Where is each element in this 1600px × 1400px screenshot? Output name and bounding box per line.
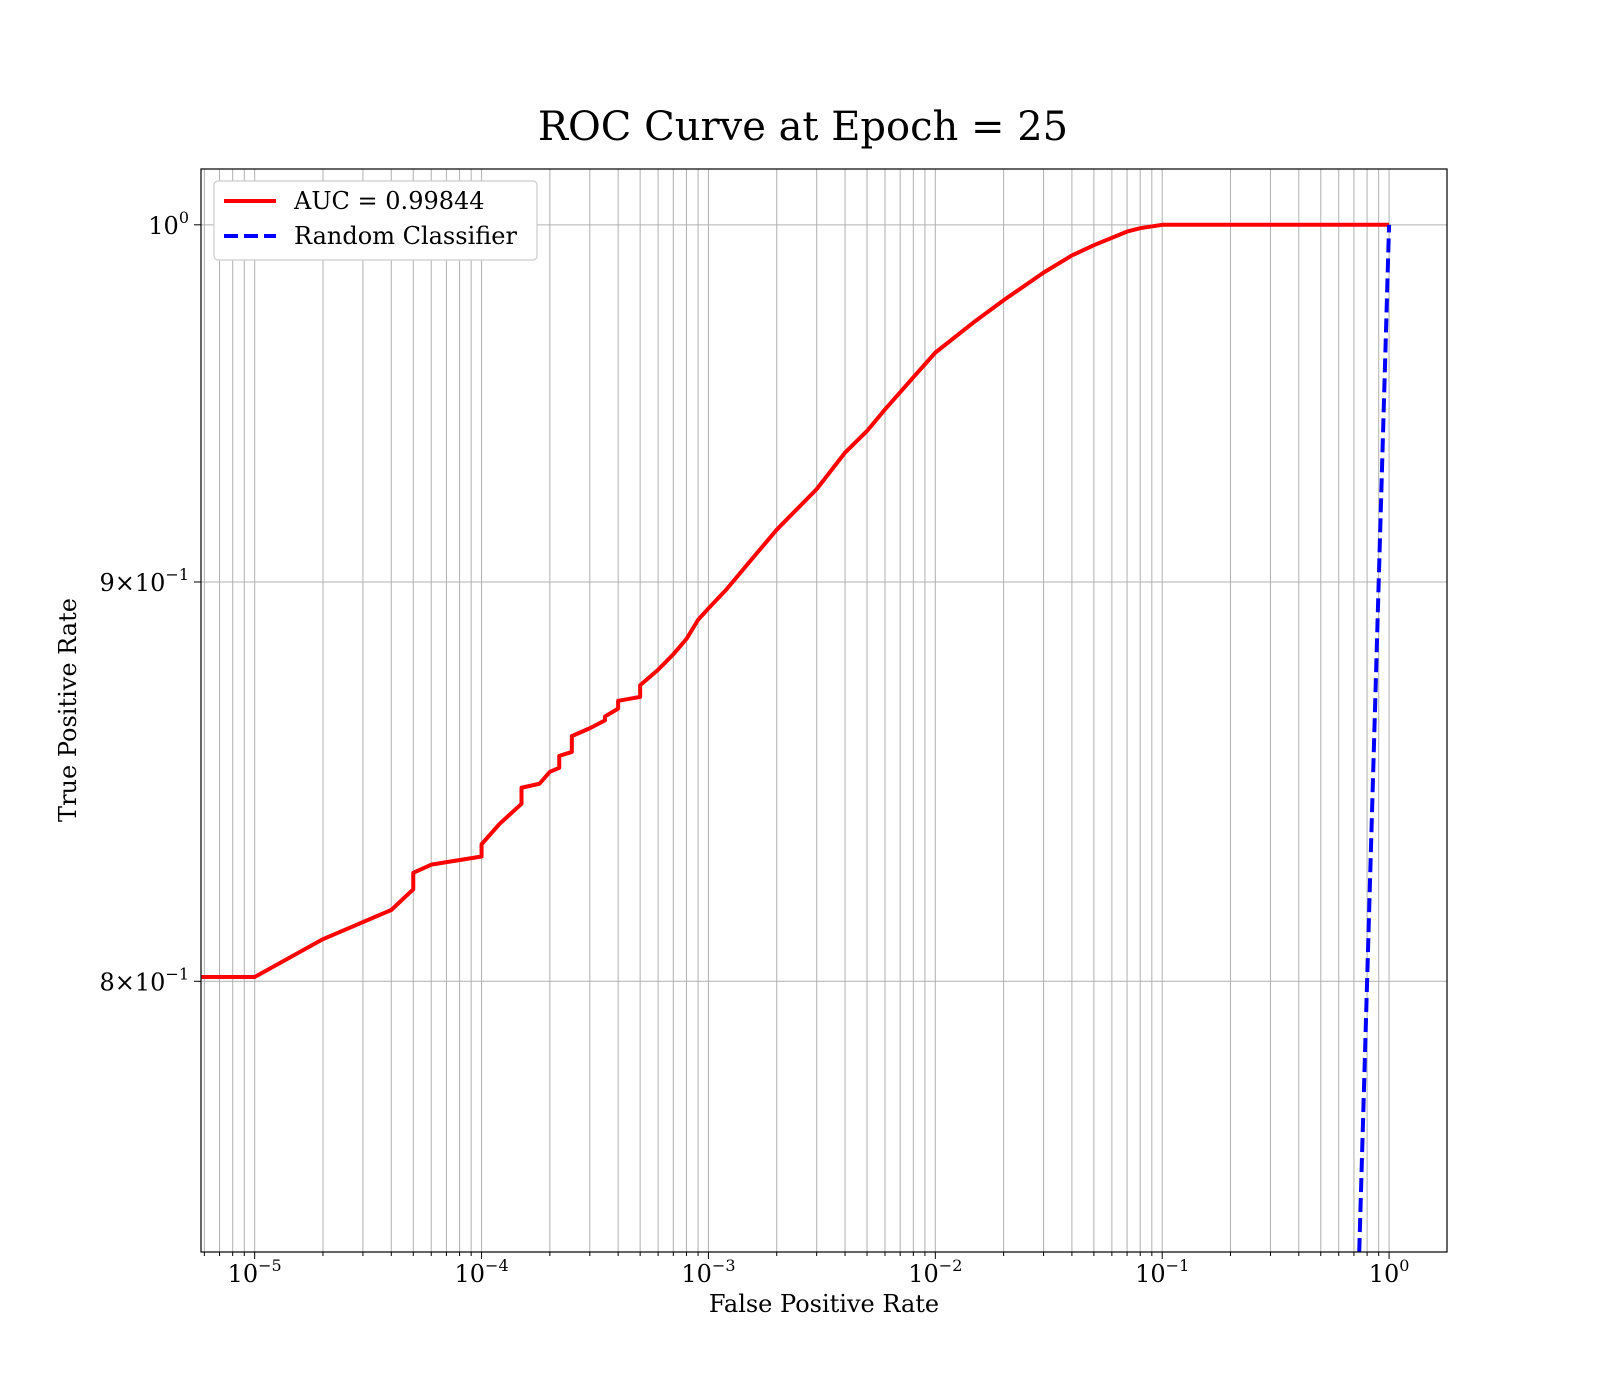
x-tick-label: 100: [1369, 1256, 1410, 1288]
x-axis-ticks: 10−5 10−4 10−3 10−2 10−1 100: [203, 1252, 1410, 1288]
x-axis-label: False Positive Rate: [709, 1290, 939, 1318]
y-tick-label: 9×10−1: [99, 565, 189, 597]
x-tick-label: 10−4: [454, 1256, 508, 1288]
x-tick-label: 10−1: [1135, 1256, 1189, 1288]
legend-label-random: Random Classifier: [294, 222, 517, 250]
x-tick-label: 10−3: [681, 1256, 735, 1288]
y-axis-label: True Positive Rate: [54, 598, 82, 822]
legend: AUC = 0.99844 Random Classifier: [213, 180, 538, 261]
random-classifier-line: [1357, 224, 1392, 1252]
grid: [201, 169, 1447, 1252]
chart-title: ROC Curve at Epoch = 25: [538, 104, 1068, 150]
roc-curve-line: [201, 222, 1390, 980]
y-tick-label: 8×10−1: [99, 964, 189, 996]
x-tick-label: 10−5: [228, 1256, 282, 1288]
legend-label-auc: AUC = 0.99844: [293, 187, 485, 215]
y-tick-label: 100: [148, 208, 189, 240]
legend-box: [213, 180, 538, 261]
series-layer: [201, 222, 1392, 1252]
plot-frame: [200, 168, 1448, 1253]
y-axis-ticks: 100 9×10−1 8×10−1: [99, 208, 201, 996]
x-tick-label: 10−2: [908, 1256, 962, 1288]
